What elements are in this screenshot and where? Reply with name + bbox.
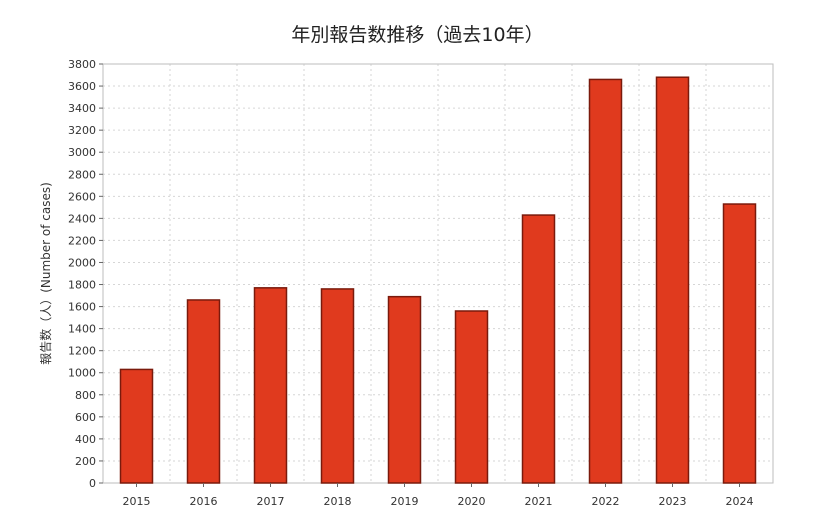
y-tick-label: 1200: [68, 345, 96, 358]
bar-2020: [454, 310, 489, 484]
y-tick-label: 2800: [68, 168, 96, 181]
y-tick-label: 1400: [68, 323, 96, 336]
bar-2024: [722, 203, 757, 484]
x-tick-label: 2021: [525, 495, 553, 508]
x-tick-label: 2022: [592, 495, 620, 508]
y-tick-label: 2000: [68, 256, 96, 269]
y-axis: 0 200 400 600 800 1000 1200 1400 1600 1800 2000 220…: [68, 58, 103, 490]
x-tick-label: 2019: [391, 495, 419, 508]
y-tick-label: 3400: [68, 102, 96, 115]
y-tick-label: 1600: [68, 301, 96, 314]
y-tick-label: 2600: [68, 190, 96, 203]
x-tick-label: 2015: [123, 495, 151, 508]
y-tick-label: 800: [75, 389, 96, 402]
x-tick-label: 2018: [324, 495, 352, 508]
bar-2022: [588, 78, 623, 484]
bar-2019: [387, 295, 422, 484]
plot-frame: [102, 63, 774, 484]
y-tick-label: 3600: [68, 80, 96, 93]
y-tick-label: 1800: [68, 279, 96, 292]
y-tick-label: 0: [89, 477, 96, 490]
y-axis-label: 報告数（人）(Number of cases): [38, 182, 53, 365]
y-tick-label: 600: [75, 411, 96, 424]
x-tick-label: 2023: [659, 495, 687, 508]
y-tick-label: 2400: [68, 212, 96, 225]
x-tick-label: 2017: [257, 495, 285, 508]
x-tick-label: 2024: [726, 495, 754, 508]
y-tick-label: 3200: [68, 124, 96, 137]
x-tick-label: 2016: [190, 495, 218, 508]
bar-2018: [320, 288, 355, 484]
bar-2021: [521, 214, 556, 484]
bar-2015: [119, 368, 154, 484]
x-tick-label: 2020: [458, 495, 486, 508]
y-tick-label: 400: [75, 433, 96, 446]
bar-2017: [253, 287, 288, 484]
y-tick-label: 2200: [68, 234, 96, 247]
chart-title: 年別報告数推移（過去10年）: [291, 24, 544, 46]
y-tick-label: 3000: [68, 146, 96, 159]
y-tick-label: 200: [75, 455, 96, 468]
bar-2016: [186, 299, 221, 484]
bar-2023: [655, 76, 690, 484]
y-tick-label: 1000: [68, 367, 96, 380]
x-axis: 2015 2016 2017 2018 2019 2020 2021 2022 2023 2024: [123, 483, 754, 508]
y-tick-label: 3800: [68, 58, 96, 71]
bars: [119, 76, 757, 484]
